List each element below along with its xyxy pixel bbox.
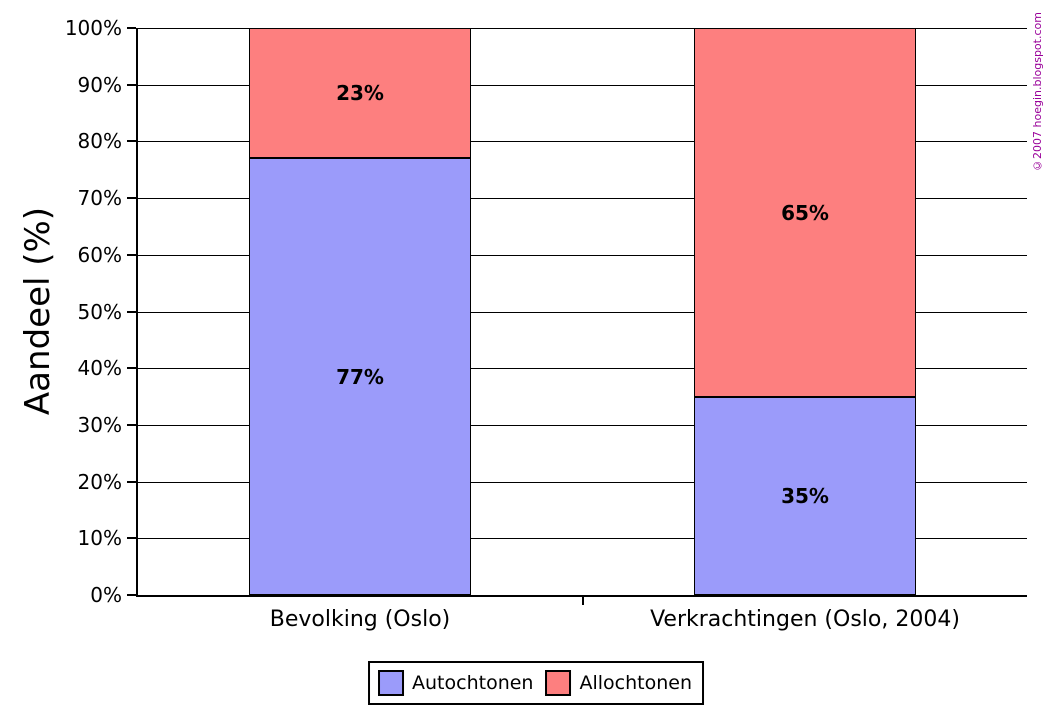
y-tick-label-20: 20% bbox=[77, 470, 122, 494]
x-category-label-1: Verkrachtingen (Oslo, 2004) bbox=[650, 607, 960, 632]
y-tick-label-40: 40% bbox=[77, 356, 122, 380]
bar-0-segment-autochtonen: 77% bbox=[249, 158, 471, 595]
y-tick-0 bbox=[127, 594, 136, 596]
gridline-80 bbox=[138, 141, 1027, 142]
bar-1-segment-autochtonen: 35% bbox=[694, 397, 916, 595]
bar-value-label: 35% bbox=[781, 484, 829, 508]
bar-1-segment-allochtonen: 65% bbox=[694, 28, 916, 397]
gridline-10 bbox=[138, 538, 1027, 539]
y-tick-20 bbox=[127, 481, 136, 483]
y-tick-label-10: 10% bbox=[77, 526, 122, 550]
y-tick-50 bbox=[127, 311, 136, 313]
legend-item-autochtonen: Autochtonen bbox=[378, 670, 533, 696]
y-tick-80 bbox=[127, 140, 136, 142]
y-tick-label-90: 90% bbox=[77, 73, 122, 97]
x-axis-line bbox=[136, 595, 1027, 597]
y-tick-70 bbox=[127, 197, 136, 199]
y-tick-40 bbox=[127, 367, 136, 369]
x-category-label-0: Bevolking (Oslo) bbox=[269, 607, 451, 632]
legend-swatch-autochtonen bbox=[378, 670, 405, 696]
bar-value-label: 77% bbox=[336, 364, 384, 389]
watermark-credit: ©2007 hoegin.blogspot.com bbox=[1031, 12, 1044, 172]
bar-value-label: 65% bbox=[781, 200, 829, 225]
y-tick-30 bbox=[127, 424, 136, 426]
gridline-90 bbox=[138, 85, 1027, 86]
y-tick-60 bbox=[127, 254, 136, 256]
y-tick-label-30: 30% bbox=[77, 413, 122, 437]
gridline-20 bbox=[138, 482, 1027, 483]
legend-item-allochtonen: Allochtonen bbox=[545, 670, 692, 696]
y-tick-label-80: 80% bbox=[77, 129, 122, 153]
gridline-50 bbox=[138, 312, 1027, 313]
gridline-30 bbox=[138, 425, 1027, 426]
legend-label-allochtonen: Allochtonen bbox=[579, 672, 692, 694]
bar-0-segment-allochtonen: 23% bbox=[249, 28, 471, 158]
x-tick-1 bbox=[582, 597, 584, 605]
gridline-100 bbox=[138, 28, 1027, 29]
plot-area: 77% 23% 35% 65% bbox=[138, 28, 1027, 595]
gridline-60 bbox=[138, 255, 1027, 256]
y-tick-label-50: 50% bbox=[77, 300, 122, 324]
y-tick-10 bbox=[127, 537, 136, 539]
legend-label-autochtonen: Autochtonen bbox=[412, 672, 534, 694]
y-tick-label-60: 60% bbox=[77, 243, 122, 267]
gridline-40 bbox=[138, 368, 1027, 369]
y-tick-100 bbox=[127, 27, 136, 29]
y-axis-line bbox=[136, 28, 138, 597]
y-tick-label-100: 100% bbox=[64, 16, 122, 40]
y-tick-label-70: 70% bbox=[77, 186, 122, 210]
y-tick-label-0: 0% bbox=[90, 583, 122, 607]
y-tick-90 bbox=[127, 84, 136, 86]
legend-box: Autochtonen Allochtonen bbox=[368, 661, 704, 705]
bar-value-label: 23% bbox=[336, 81, 384, 105]
gridline-70 bbox=[138, 198, 1027, 199]
legend-swatch-allochtonen bbox=[545, 670, 572, 696]
